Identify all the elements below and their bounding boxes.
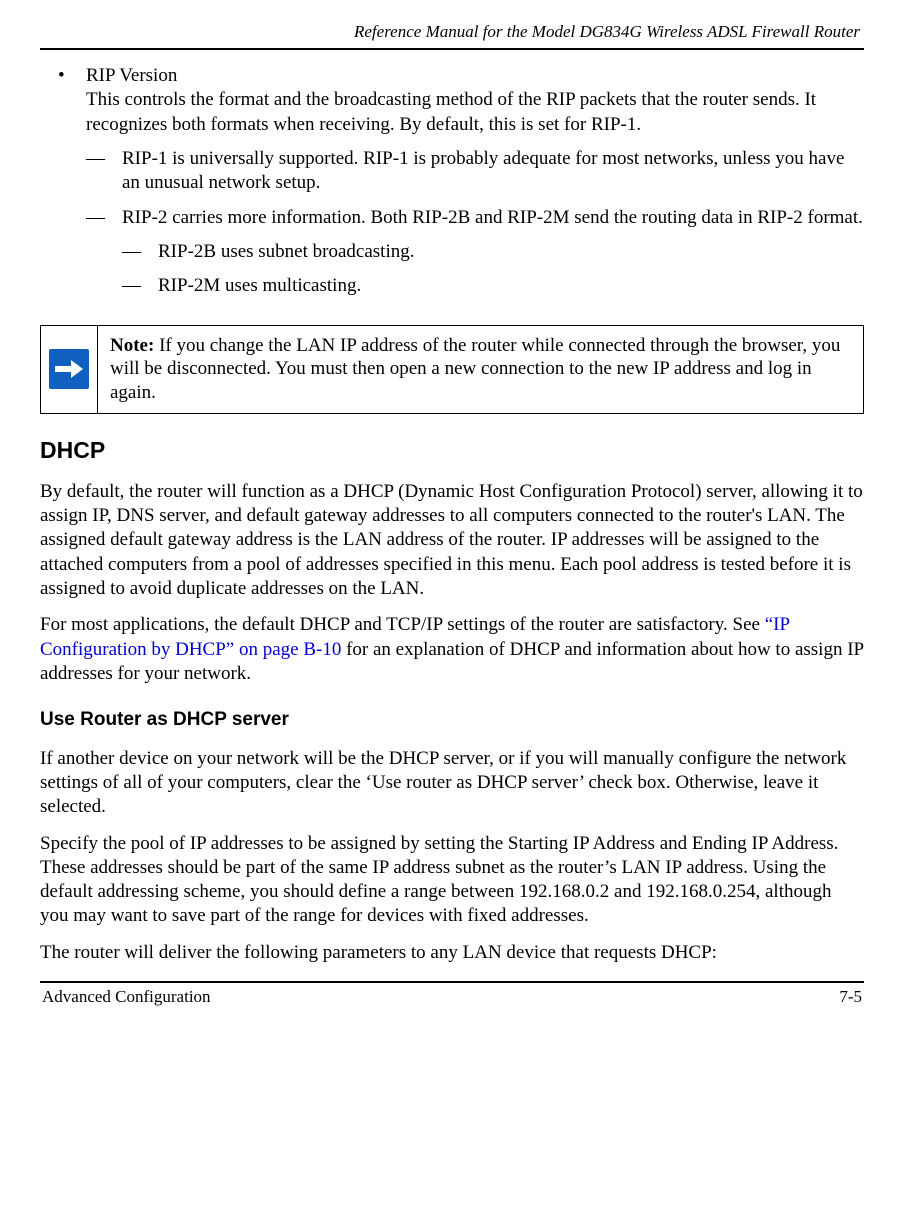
page-footer: Advanced Configuration 7-5 — [40, 987, 864, 1007]
list-item: — RIP-1 is universally supported. RIP-1 … — [86, 147, 864, 196]
note-body: If you change the LAN IP address of the … — [110, 335, 840, 404]
paragraph: Specify the pool of IP addresses to be a… — [40, 832, 864, 929]
paragraph: By default, the router will function as … — [40, 480, 864, 602]
header-rule — [40, 48, 864, 50]
paragraph: For most applications, the default DHCP … — [40, 613, 864, 686]
rip-version-label: RIP Version — [86, 65, 177, 86]
note-icon-cell — [41, 326, 98, 414]
note-text: Note: If you change the LAN IP address o… — [98, 326, 863, 414]
body-content: • RIP Version This controls the format a… — [40, 64, 864, 965]
rip2-text: RIP-2 carries more information. Both RIP… — [122, 206, 864, 230]
dash-marker: — — [86, 206, 122, 230]
bullet-marker: • — [58, 64, 86, 137]
paragraph: If another device on your network will b… — [40, 747, 864, 820]
use-router-heading: Use Router as DHCP server — [40, 708, 864, 732]
paragraph: The router will deliver the following pa… — [40, 941, 864, 965]
list-item: — RIP-2M uses multicasting. — [122, 274, 864, 298]
footer-rule — [40, 981, 864, 983]
running-header: Reference Manual for the Model DG834G Wi… — [40, 22, 864, 48]
dash-marker: — — [86, 147, 122, 196]
rip2m-text: RIP-2M uses multicasting. — [158, 274, 864, 298]
rip-version-desc: This controls the format and the broadca… — [86, 89, 816, 134]
dash-marker: — — [122, 240, 158, 264]
arrow-right-icon — [49, 349, 89, 389]
footer-section: Advanced Configuration — [42, 987, 211, 1007]
note-label: Note: — [110, 335, 154, 356]
rip1-text: RIP-1 is universally supported. RIP-1 is… — [122, 147, 864, 196]
dhcp-heading: DHCP — [40, 436, 864, 465]
list-item: • RIP Version This controls the format a… — [58, 64, 864, 137]
dash-marker: — — [122, 274, 158, 298]
rip2b-text: RIP-2B uses subnet broadcasting. — [158, 240, 864, 264]
text-run: For most applications, the default DHCP … — [40, 614, 765, 635]
list-item: — RIP-2B uses subnet broadcasting. — [122, 240, 864, 264]
footer-page-number: 7-5 — [839, 987, 862, 1007]
list-item: — RIP-2 carries more information. Both R… — [86, 206, 864, 230]
note-box: Note: If you change the LAN IP address o… — [40, 325, 864, 415]
